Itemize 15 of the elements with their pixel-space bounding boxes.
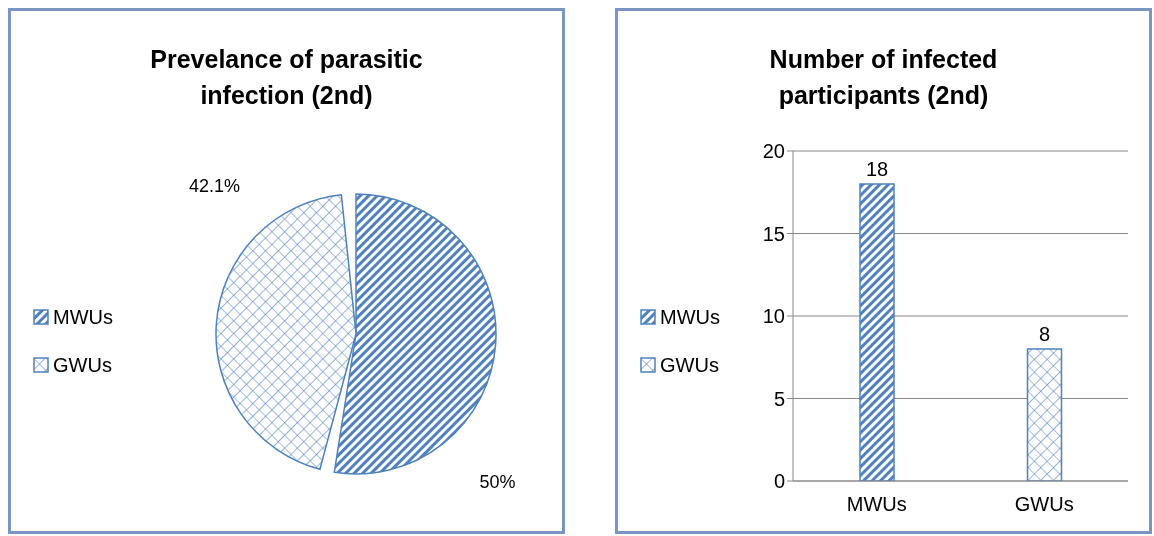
- y-tick-label: 20: [762, 140, 785, 163]
- chart-title: Number of infected participants (2nd): [768, 44, 999, 111]
- y-tick-label: 0: [773, 470, 785, 493]
- data-label: 18: [865, 158, 889, 180]
- data-label: 8: [1038, 323, 1051, 345]
- y-tick-label: 10: [762, 305, 785, 328]
- legend-label: MWUs: [660, 305, 720, 329]
- legend-label: GWUs: [660, 353, 719, 377]
- data-label: 42.1%: [188, 176, 241, 197]
- y-tick-label: 5: [773, 387, 785, 410]
- y-tick-label: 15: [762, 222, 785, 245]
- legend-label: MWUs: [53, 305, 113, 329]
- legend-label: GWUs: [53, 353, 112, 377]
- data-label: 50%: [479, 471, 516, 492]
- chart-title: Prevelance of parasitic infection (2nd): [149, 44, 424, 111]
